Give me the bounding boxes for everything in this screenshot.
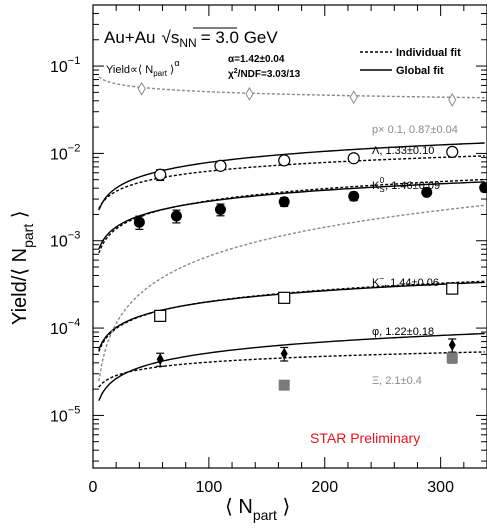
x-tick-label: 100 xyxy=(196,479,223,496)
series-label-lambda: Λ, 1.33±0.10 xyxy=(372,145,434,157)
energy-subscript: NN xyxy=(179,36,196,50)
data-point-k0s xyxy=(171,210,182,221)
data-point-kminus xyxy=(279,292,290,303)
individual-fit-curve xyxy=(99,352,485,387)
x-tick-label: 0 xyxy=(89,479,98,496)
data-point-phi xyxy=(449,339,456,351)
series-label-k0s: KS0, 1.46±0.09 xyxy=(372,176,440,194)
y-tick-label: 10−2 xyxy=(50,142,80,163)
x-tick-label: 300 xyxy=(427,479,454,496)
y-tick-label: 10−5 xyxy=(50,404,80,425)
y-tick-label: 10−3 xyxy=(50,230,80,251)
star-preliminary-label: STAR Preliminary xyxy=(310,430,420,446)
y-tick-label: 10−4 xyxy=(50,317,80,338)
data-point-proton xyxy=(138,83,145,95)
y-tick-label: 10−1 xyxy=(50,55,80,76)
global-chi2: χ2/NDF=3.03/13 xyxy=(228,68,301,80)
data-point-proton xyxy=(246,88,253,100)
data-point-k0s xyxy=(134,217,145,228)
chart-title: Au+Au √sNN = 3.0 GeV xyxy=(104,28,278,50)
data-point-kminus xyxy=(155,310,166,321)
global-alpha: α=1.42±0.04 xyxy=(228,54,285,65)
data-point-k0s xyxy=(479,182,487,193)
data-point-phi xyxy=(157,353,164,365)
data-point-kminus xyxy=(447,283,458,294)
x-axis-title: ⟨ Npart ⟩ xyxy=(225,496,290,523)
data-point-k0s xyxy=(215,204,226,215)
series-label-xi: Ξ, 2.1±0.4 xyxy=(372,375,422,387)
series-label-proton: p× 0.1, 0.87±0.04 xyxy=(372,124,458,136)
data-point-lambda xyxy=(155,169,166,180)
series-label-phi: φ, 1.22±0.18 xyxy=(372,326,434,338)
individual-fit-curve xyxy=(99,77,485,98)
data-point-proton xyxy=(449,94,456,106)
x-tick-label: 200 xyxy=(311,479,338,496)
legend: Individual fit Global fit xyxy=(360,47,461,77)
data-point-xi xyxy=(447,352,458,363)
data-point-lambda xyxy=(348,153,359,164)
legend-label-global: Global fit xyxy=(396,65,444,77)
data-point-xi xyxy=(279,380,290,391)
data-point-lambda xyxy=(215,160,226,171)
energy-symbol: s xyxy=(171,28,180,47)
data-point-k0s xyxy=(279,196,290,207)
data-point-k0s xyxy=(348,191,359,202)
y-axis-title: Yield/⟨ Npart ⟩ xyxy=(9,210,36,325)
data-point-lambda xyxy=(279,155,290,166)
data-point-lambda xyxy=(447,146,458,157)
legend-label-individual: Individual fit xyxy=(396,47,461,59)
data-point-proton xyxy=(350,91,357,103)
fit-formula: Yield∝⟨ Npart ⟩α xyxy=(106,58,180,78)
